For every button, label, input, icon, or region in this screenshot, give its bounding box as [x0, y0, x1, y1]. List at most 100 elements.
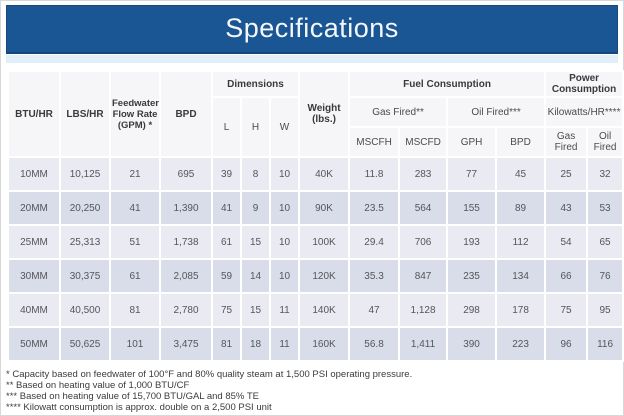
table-cell: 43 — [544, 190, 589, 226]
table-cell: 65 — [586, 224, 624, 260]
table-cell: 10,125 — [59, 156, 111, 192]
table-cell: 11 — [268, 326, 301, 362]
row-header-cell: 25MM — [7, 224, 61, 260]
col-header-length: L — [211, 96, 242, 158]
table-cell: 390 — [446, 326, 498, 362]
table-cell: 298 — [446, 292, 498, 328]
row-header-cell: 30MM — [7, 258, 61, 294]
footnotes: * Capacity based on feedwater of 100°F a… — [6, 369, 618, 413]
col-header-kw-gas-fired: Gas Fired — [544, 126, 589, 158]
table-cell: 8 — [240, 156, 271, 192]
table-cell: 21 — [109, 156, 161, 192]
table-cell: 140K — [298, 292, 351, 328]
footnote-kilowatt: **** Kilowatt consumption is approx. dou… — [6, 402, 272, 413]
table-cell: 15 — [240, 292, 271, 328]
table-cell: 61 — [211, 224, 242, 260]
table-cell: 10 — [268, 258, 301, 294]
table-cell: 51 — [109, 224, 161, 260]
table-cell: 75 — [544, 292, 589, 328]
table-cell: 81 — [109, 292, 161, 328]
group-header-fuel-consumption: Fuel Consumption — [348, 70, 547, 98]
header-row-2: L H W Gas Fired** Oil Fired*** Kilowatts… — [8, 96, 624, 158]
table-cell: 10 — [268, 156, 301, 192]
col-header-bpd: BPD — [159, 70, 213, 158]
row-header-cell: 50MM — [7, 326, 61, 362]
table-cell: 96 — [544, 326, 589, 362]
table-cell: 11 — [268, 292, 301, 328]
table-cell: 2,085 — [159, 258, 213, 294]
table-cell: 25 — [544, 156, 589, 192]
col-header-width: W — [268, 96, 301, 158]
subgroup-header-gas-fired: Gas Fired** — [348, 96, 449, 128]
table-cell: 95 — [586, 292, 624, 328]
table-cell: 75 — [211, 292, 242, 328]
table-cell: 15 — [240, 224, 271, 260]
table-cell: 178 — [495, 292, 547, 328]
table-cell: 35.3 — [348, 258, 401, 294]
table-cell: 47 — [348, 292, 401, 328]
table-row: 25MM 25,313 51 1,738 61 15 10 100K 29.4 706 193 112… — [7, 224, 624, 260]
table-cell: 23.5 — [348, 190, 401, 226]
table-cell: 695 — [159, 156, 213, 192]
group-header-dimensions: Dimensions — [210, 70, 301, 98]
table-cell: 10 — [268, 224, 301, 260]
table-cell: 1,128 — [398, 292, 449, 328]
table-cell: 2,780 — [159, 292, 213, 328]
table-cell: 77 — [446, 156, 498, 192]
table-cell: 1,738 — [159, 224, 213, 260]
table-cell: 50,625 — [59, 326, 111, 362]
col-header-weight: Weight (lbs.) — [298, 70, 351, 158]
table-cell: 193 — [446, 224, 498, 260]
table-cell: 18 — [240, 326, 271, 362]
table-cell: 61 — [109, 258, 161, 294]
light-blue-divider — [6, 55, 618, 63]
header-row-1: BTU/HR LBS/HR Feedwater Flow Rate (GPM) … — [7, 70, 624, 158]
footnote-gas-heating-value: ** Based on heating value of 1,000 BTU/C… — [6, 380, 190, 391]
col-header-gph: GPH — [446, 126, 498, 158]
table-cell: 29.4 — [348, 224, 401, 260]
table-cell: 9 — [240, 190, 271, 226]
row-header-cell: 10MM — [7, 156, 61, 192]
table-cell: 20,250 — [59, 190, 111, 226]
table-row: 30MM 30,375 61 2,085 59 14 10 120K 35.3 847 235 134… — [7, 258, 624, 294]
table-cell: 134 — [495, 258, 547, 294]
table-cell: 283 — [398, 156, 449, 192]
table-cell: 39 — [211, 156, 242, 192]
table-cell: 1,411 — [398, 326, 449, 362]
table-cell: 32 — [586, 156, 624, 192]
spec-table-body: 10MM 10,125 21 695 39 8 10 40K 11.8 283 77 45 25 32 20… — [7, 156, 624, 362]
table-cell: 116 — [586, 326, 624, 362]
col-header-feedwater: Feedwater Flow Rate (GPM) * — [109, 70, 161, 158]
table-row: 50MM 50,625 101 3,475 81 18 11 160K 56.8 1,411 390… — [7, 326, 624, 362]
table-cell: 223 — [495, 326, 547, 362]
table-cell: 66 — [544, 258, 589, 294]
table-cell: 53 — [586, 190, 624, 226]
table-header: BTU/HR LBS/HR Feedwater Flow Rate (GPM) … — [7, 70, 624, 158]
table-cell: 10 — [268, 190, 301, 226]
header-row-3: MSCFH MSCFD GPH BPD Gas Fired Oil Fired — [8, 126, 624, 158]
table-cell: 54 — [544, 224, 589, 260]
col-header-mscfh: MSCFH — [348, 126, 401, 158]
table-cell: 3,475 — [159, 326, 213, 362]
title-banner: Specifications — [6, 5, 618, 54]
footnote-oil-heating-value: *** Based on heating value of 15,700 BTU… — [6, 391, 259, 402]
table-cell: 41 — [211, 190, 242, 226]
table-cell: 81 — [211, 326, 242, 362]
subgroup-header-kilowatts: Kilowatts/HR**** — [544, 96, 624, 128]
table-row: 10MM 10,125 21 695 39 8 10 40K 11.8 283 77 45 25 32 — [7, 156, 624, 192]
specifications-table: BTU/HR LBS/HR Feedwater Flow Rate (GPM) … — [7, 70, 624, 362]
col-header-height: H — [240, 96, 271, 158]
col-header-bpd-oil: BPD — [495, 126, 547, 158]
footnote-capacity: * Capacity based on feedwater of 100°F a… — [6, 369, 413, 380]
table-cell: 847 — [398, 258, 449, 294]
table-cell: 160K — [298, 326, 351, 362]
table-cell: 1,390 — [159, 190, 213, 226]
subgroup-header-oil-fired: Oil Fired*** — [446, 96, 547, 128]
table-cell: 155 — [446, 190, 498, 226]
table-cell: 76 — [586, 258, 624, 294]
table-cell: 25,313 — [59, 224, 111, 260]
table-cell: 89 — [495, 190, 547, 226]
table-row: 20MM 20,250 41 1,390 41 9 10 90K 23.5 564 155 89 43 5… — [7, 190, 624, 226]
table-cell: 706 — [398, 224, 449, 260]
table-cell: 14 — [240, 258, 271, 294]
